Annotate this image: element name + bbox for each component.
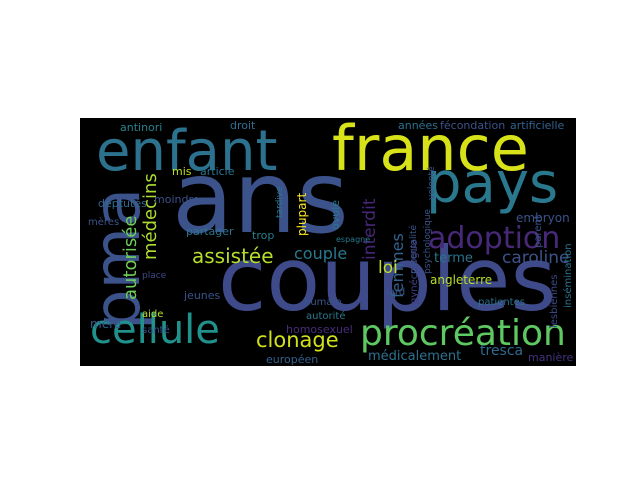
- word: loi: [378, 258, 398, 278]
- word: parent: [533, 215, 544, 248]
- word: espagne: [336, 235, 371, 244]
- word: droit: [230, 119, 256, 132]
- word: tresca: [480, 343, 524, 359]
- word: médicalement: [368, 349, 462, 364]
- word: européen: [266, 353, 319, 366]
- word: ovule: [329, 199, 342, 230]
- word: plupart: [295, 192, 309, 236]
- word: tardive: [275, 186, 285, 218]
- word: psychologique: [423, 208, 433, 274]
- word: fécondation: [440, 119, 506, 132]
- word: ans: [172, 139, 349, 256]
- word: autorisée: [120, 215, 141, 300]
- word: adoption: [428, 221, 561, 256]
- word: artificielle: [510, 119, 565, 132]
- word-cloud: ans couples enfant france pma pays cellu…: [80, 118, 576, 366]
- word: couple: [294, 244, 348, 263]
- word: mère: [90, 317, 122, 331]
- word: aide: [142, 309, 164, 320]
- word: volonté: [427, 166, 437, 200]
- word: place: [142, 271, 167, 281]
- word: pays: [426, 151, 559, 216]
- word: autorité: [306, 311, 346, 322]
- word: enfant: [96, 119, 278, 184]
- word: lesbiennes: [549, 274, 560, 328]
- word: mères: [88, 217, 120, 228]
- word: années: [398, 119, 438, 132]
- word: embryon: [516, 211, 570, 225]
- word: insémination: [563, 243, 574, 308]
- word: article: [200, 165, 235, 178]
- word: homosexuel: [286, 323, 353, 336]
- word: interdit: [360, 198, 380, 261]
- word: clonage: [256, 328, 339, 352]
- word: france: [332, 118, 529, 185]
- word: médecins: [140, 173, 161, 260]
- word: procréation: [360, 313, 566, 354]
- word: couples: [218, 228, 557, 331]
- word: santé: [142, 325, 170, 336]
- word: jeunes: [184, 289, 221, 302]
- word: assistée: [192, 244, 274, 268]
- word: lard: [386, 287, 406, 298]
- word: angleterre: [430, 273, 493, 287]
- word: antinori: [120, 121, 163, 134]
- word: humain: [304, 297, 342, 308]
- word: manière: [528, 351, 574, 364]
- word: partager: [186, 225, 234, 238]
- word: moindre: [154, 193, 200, 206]
- word: terme: [434, 251, 473, 266]
- word: trop: [252, 229, 275, 242]
- word: mis: [172, 165, 192, 178]
- word: parentalité: [409, 224, 419, 274]
- word: caroline: [502, 248, 570, 268]
- word: déptutés: [98, 197, 147, 210]
- word: patientes: [478, 297, 525, 308]
- word: cellule: [90, 307, 220, 353]
